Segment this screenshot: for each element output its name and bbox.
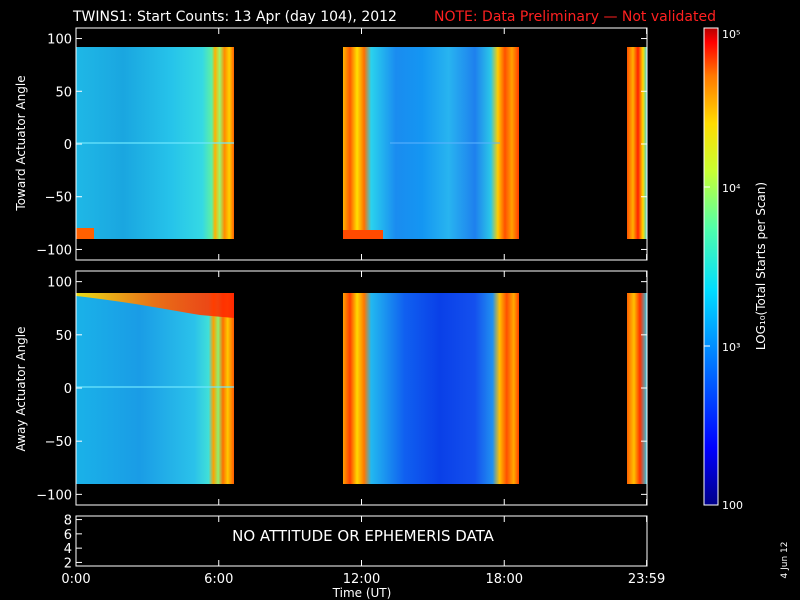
chart-note: NOTE: Data Preliminary — Not validated xyxy=(434,9,716,25)
panel-away-block-2 xyxy=(343,293,519,484)
colorbar-gradient xyxy=(703,27,719,506)
xtick-label: 0:00 xyxy=(61,572,90,587)
panel-away-ytick-label: 50 xyxy=(55,329,72,344)
panel-toward-ylabel: Toward Actuator Angle xyxy=(14,75,28,211)
colorbar-tick-label: 10³ xyxy=(722,341,740,354)
panel-toward-ytick-label: −50 xyxy=(45,191,72,206)
date-stamp: 4 Jun 12 xyxy=(780,542,790,579)
panel-ephemeris-ytick-label: 2 xyxy=(64,556,72,571)
panel-away-ytick-label: 100 xyxy=(47,276,72,291)
panel-ephemeris: NO ATTITUDE OR EPHEMERIS DATA xyxy=(75,515,648,567)
panel-toward-block-2-bottom-band xyxy=(343,230,383,239)
xtick-label: 18:00 xyxy=(486,572,523,587)
xtick-label: 23:59 xyxy=(628,572,665,587)
panel-toward-ytick-label: −100 xyxy=(36,243,72,258)
colorbar-tick-label: 100 xyxy=(722,499,743,512)
no-data-message: NO ATTITUDE OR EPHEMERIS DATA xyxy=(232,527,495,545)
colorbar-tick-label: 10⁴ xyxy=(722,182,741,195)
panel-away: Away Actuator Angle xyxy=(14,270,648,506)
panel-toward-block-3 xyxy=(627,47,647,239)
xtick-label: 6:00 xyxy=(204,572,233,587)
panel-toward-ytick-label: 100 xyxy=(47,33,72,48)
panel-away-block-3 xyxy=(627,293,647,484)
panel-away-ytick-label: 0 xyxy=(64,382,72,397)
colorbar-tick-label: 10⁵ xyxy=(722,28,740,41)
panel-toward-ytick-label: 50 xyxy=(55,85,72,100)
colorbar-ticks: 10⁵ 10⁴ 10³ 100 xyxy=(704,27,743,512)
panel-away-block-1 xyxy=(76,293,234,484)
panel-toward-block-1-bottom-band xyxy=(76,228,94,239)
colorbar-label: LOG₁₀(Total Starts per Scan) xyxy=(754,182,768,350)
panel-away-arc xyxy=(76,293,234,318)
xtick-label: 12:00 xyxy=(343,572,380,587)
panel-away-ytick-label: −50 xyxy=(45,435,72,450)
colorbar: 10⁵ 10⁴ 10³ 100 LOG₁₀(Total Starts per Scan… xyxy=(703,27,768,512)
panel-away-ylabel: Away Actuator Angle xyxy=(14,326,28,451)
chart-title: TWINS1: Start Counts: 13 Apr (day 104), … xyxy=(72,9,397,25)
panel-toward-ytick-label: 0 xyxy=(64,138,72,153)
panel-away-ytick-label: −100 xyxy=(36,488,72,503)
x-axis-label: Time (UT) xyxy=(332,586,392,600)
panel-ephemeris-ytick-label: 8 xyxy=(64,514,72,529)
panel-toward: Toward Actuator Angle xyxy=(14,27,648,261)
panel-ephemeris-ytick-label: 4 xyxy=(64,542,72,557)
panel-ephemeris-ytick-label: 6 xyxy=(64,528,72,543)
